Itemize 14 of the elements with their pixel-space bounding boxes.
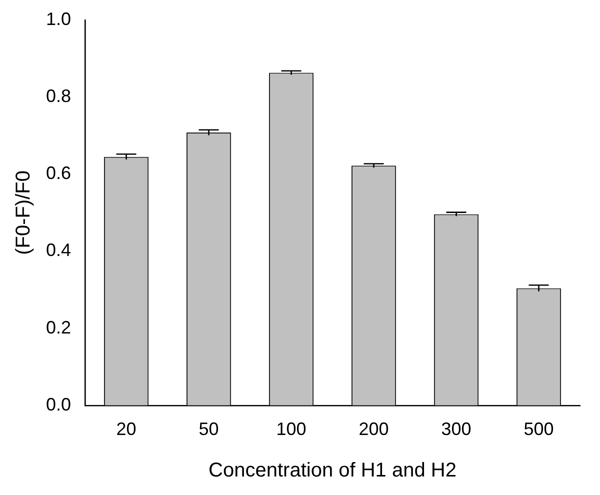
x-tick-label: 50: [198, 419, 219, 440]
x-tick-label: 100: [276, 419, 306, 440]
y-tick-label: 0.8: [46, 86, 72, 106]
x-tick-label: 200: [358, 419, 389, 440]
y-tick-label: 1.0: [46, 8, 72, 29]
x-axis-title: Concentration of H1 and H2: [208, 460, 456, 482]
y-axis-title: (F0-F)/F0: [12, 170, 35, 255]
y-tick-label: 0.4: [46, 240, 72, 260]
y-tick-label: 0.6: [46, 163, 72, 184]
y-tick-label: 0.2: [46, 317, 72, 338]
y-tick-label: 0.0: [46, 394, 72, 414]
x-tick-label: 20: [116, 419, 136, 440]
x-tick-label: 300: [441, 419, 472, 440]
x-tick-label: 500: [524, 419, 554, 440]
